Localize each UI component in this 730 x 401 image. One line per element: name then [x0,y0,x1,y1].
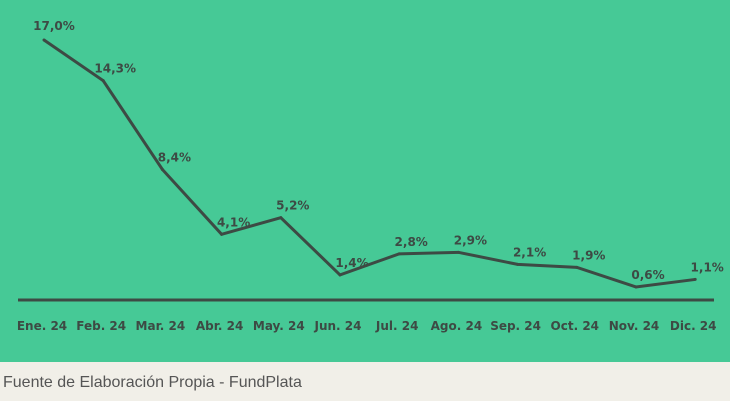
data-label: 1,1% [691,260,724,274]
series-line [43,38,696,289]
line-chart: 17,0% 14,3% 8,4% 4,1% 5,2% 1,4% 2,8% 2,9% 2,1% 1,… [17,19,724,333]
x-tick-label: Jun. 24 [314,319,362,333]
x-tick-label: Sep. 24 [490,319,541,333]
data-point [220,232,224,236]
x-tick-label: Mar. 24 [136,319,186,333]
x-tick-label: Nov. 24 [609,319,660,333]
data-label: 2,1% [513,245,546,259]
data-label: 8,4% [158,151,191,165]
x-tick-label: Ene. 24 [17,319,67,333]
x-tick-label: May. 24 [253,319,305,333]
data-point [575,265,579,269]
x-tick-label: Feb. 24 [76,319,126,333]
data-label: 2,9% [454,233,487,247]
data-point [42,38,46,42]
data-point [634,285,638,289]
data-label: 5,2% [276,199,309,213]
data-point [338,273,342,277]
x-tick-label: Oct. 24 [551,319,600,333]
data-label: 1,9% [572,248,605,262]
data-label: 17,0% [33,19,75,33]
x-tick-label: Jul. 24 [375,319,419,333]
data-point [397,252,401,256]
data-point [693,277,697,281]
data-label: 1,4% [335,256,368,270]
chart-panel: 17,0% 14,3% 8,4% 4,1% 5,2% 1,4% 2,8% 2,9% 2,1% 1,… [0,0,730,362]
data-point [160,168,164,172]
x-tick-label: Abr. 24 [196,319,244,333]
data-label: 14,3% [94,62,136,76]
source-note: Fuente de Elaboración Propia - FundPlata [3,374,302,391]
x-tick-label: Ago. 24 [431,319,483,333]
data-point [456,250,460,254]
data-label: 2,8% [395,235,428,249]
data-point [279,216,283,220]
data-point [101,79,105,83]
data-label: 4,1% [217,215,250,229]
data-point [516,262,520,266]
x-tick-label: Dic. 24 [670,319,717,333]
data-label: 0,6% [631,268,664,282]
